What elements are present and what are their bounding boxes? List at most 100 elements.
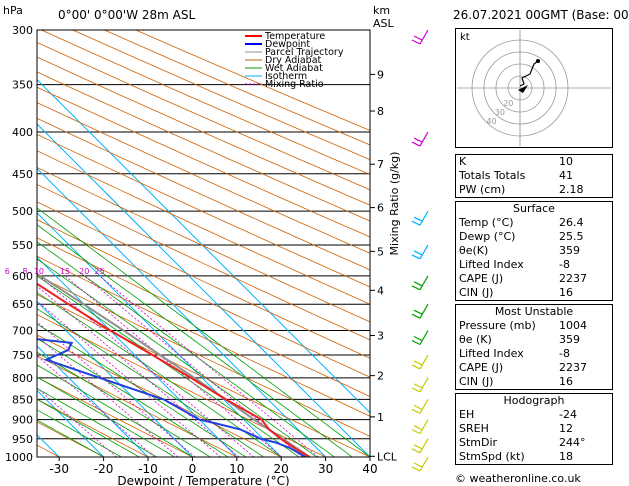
pressure-tick-label: 600 — [12, 270, 33, 283]
dry-adiabat — [37, 41, 370, 191]
pressure-tick-label: 700 — [12, 325, 33, 338]
mixing-ratio-line — [37, 387, 117, 457]
index-row: PW (cm) 2.18 — [456, 183, 612, 197]
wind-barb — [419, 399, 429, 414]
hodograph-param-label: StmDir — [459, 436, 498, 449]
hodograph-ring-label: 40 — [486, 117, 496, 126]
wet-adiabat — [37, 323, 246, 457]
pressure-tick-label: 900 — [12, 414, 33, 427]
x-tick-label: 20 — [274, 462, 289, 476]
wind-barb-flag — [413, 383, 423, 389]
dry-adiabat — [37, 71, 370, 222]
pressure-tick-label: 350 — [12, 79, 33, 92]
surface-value: 25.5 — [559, 230, 584, 243]
surface-value: 26.4 — [559, 216, 584, 229]
km-tick-label: 3 — [377, 330, 384, 343]
wet-adiabat — [37, 364, 193, 457]
dry-adiabat — [37, 56, 370, 206]
mixing-ratio-line — [64, 275, 282, 457]
dry-adiabat — [134, 30, 370, 131]
mixing-ratio-line — [37, 285, 240, 457]
wind-barb — [419, 438, 429, 454]
wind-barb-flag — [413, 216, 423, 222]
wind-barb-flag — [411, 254, 421, 260]
wind-barb-flag — [413, 462, 423, 468]
wet-adiabat — [37, 388, 158, 457]
dry-adiabat — [37, 444, 60, 457]
legend-entry: Isotherm — [265, 71, 307, 82]
mixing-ratio-line — [99, 275, 319, 457]
dry-adiabat — [40, 30, 370, 175]
wind-barb — [419, 419, 429, 434]
x-tick-label: -30 — [49, 462, 69, 476]
wet-adiabat — [37, 275, 300, 457]
km-tick-label: 1 — [377, 411, 384, 424]
dry-adiabat — [37, 355, 237, 457]
legend-entry: Temperature — [264, 31, 325, 42]
hodograph-param-label: StmSpd (kt) — [459, 450, 525, 463]
dry-adiabat — [37, 102, 370, 254]
pressure-tick-label: 400 — [12, 126, 33, 139]
most-unstable-label: CAPE (J) — [459, 361, 504, 374]
wind-barb-flag — [411, 39, 421, 45]
surface-label: θe(K) — [459, 244, 489, 257]
mixing-ratio-line — [37, 355, 155, 457]
index-label: Totals Totals — [459, 169, 526, 182]
most-unstable-label: Pressure (mb) — [459, 319, 536, 332]
surface-label: CIN (J) — [459, 286, 494, 299]
legend-entry: Dry Adiabat — [265, 55, 322, 66]
surface-row: CIN (J) 16 — [456, 286, 612, 300]
wind-barb-flag — [413, 444, 423, 450]
indices-table: K 10 Totals Totals 41 PW (cm) 2.18 Surface Te… — [455, 154, 613, 468]
hodograph-ring-label: 20 — [503, 99, 513, 108]
legend-entry: Parcel Trajectory — [265, 47, 344, 58]
dry-adiabat — [37, 201, 370, 359]
hodograph-param-label: EH — [459, 408, 475, 421]
most-unstable-value: 359 — [559, 333, 580, 346]
wet-adiabat — [37, 419, 104, 457]
index-value: 10 — [559, 155, 573, 168]
hodograph-param-row: StmSpd (kt) 18 — [456, 450, 612, 464]
wet-adiabat — [37, 376, 175, 457]
hodograph-trace — [519, 60, 539, 87]
x-tick-label: -10 — [138, 462, 158, 476]
most-unstable-title: Most Unstable — [494, 305, 574, 318]
pressure-tick-label: 1000 — [5, 451, 33, 464]
pressure-tick-label: 950 — [12, 433, 33, 446]
wind-barb-flag — [411, 387, 421, 393]
index-value: 41 — [559, 169, 573, 182]
wet-adiabat — [37, 292, 282, 457]
km-tick-label: 6 — [377, 202, 384, 215]
wind-barb-flag — [413, 309, 423, 315]
pressure-tick-label: 500 — [12, 205, 33, 218]
datetime-label: 26.07.2021 00GMT (Base: 00) — [453, 8, 629, 22]
wind-barb-flag — [413, 281, 423, 287]
x-tick-label: -20 — [94, 462, 114, 476]
surface-label: Temp (°C) — [459, 216, 514, 229]
most-unstable-box: Most Unstable Pressure (mb) 1004 θe (K) 359… — [455, 304, 613, 390]
wind-barb-flag — [411, 339, 421, 346]
wind-barb-flag — [413, 404, 423, 410]
legend-entry: Dewpoint — [265, 39, 310, 50]
hpa-unit-label: hPa — [3, 4, 23, 17]
storm-motion-marker — [518, 85, 528, 93]
km-unit-label: km — [373, 4, 391, 17]
wet-adiabat — [37, 241, 335, 457]
index-label: K — [459, 155, 467, 168]
surface-row: θe(K) 359 — [456, 244, 612, 258]
x-tick-label: 40 — [362, 462, 377, 476]
index-value: 2.18 — [559, 183, 584, 196]
mixing-ratio-label: 8 — [22, 267, 27, 276]
dewpoint-line — [37, 338, 307, 457]
mixing-ratio-label: 15 — [60, 267, 70, 276]
dry-adiabat — [37, 421, 104, 457]
mixing-ratio-axis-label: Mixing Ratio (g/kg) — [388, 152, 401, 256]
hodograph-param-value: 12 — [559, 422, 573, 435]
pressure-tick-label: 550 — [12, 239, 33, 252]
km-tick-label: 2 — [377, 370, 384, 383]
plot-area — [37, 30, 370, 457]
most-unstable-value: 2237 — [559, 361, 587, 374]
isotherm-line — [37, 78, 370, 414]
most-unstable-row: Lifted Index -8 — [456, 347, 612, 361]
dry-adiabat — [37, 314, 326, 457]
